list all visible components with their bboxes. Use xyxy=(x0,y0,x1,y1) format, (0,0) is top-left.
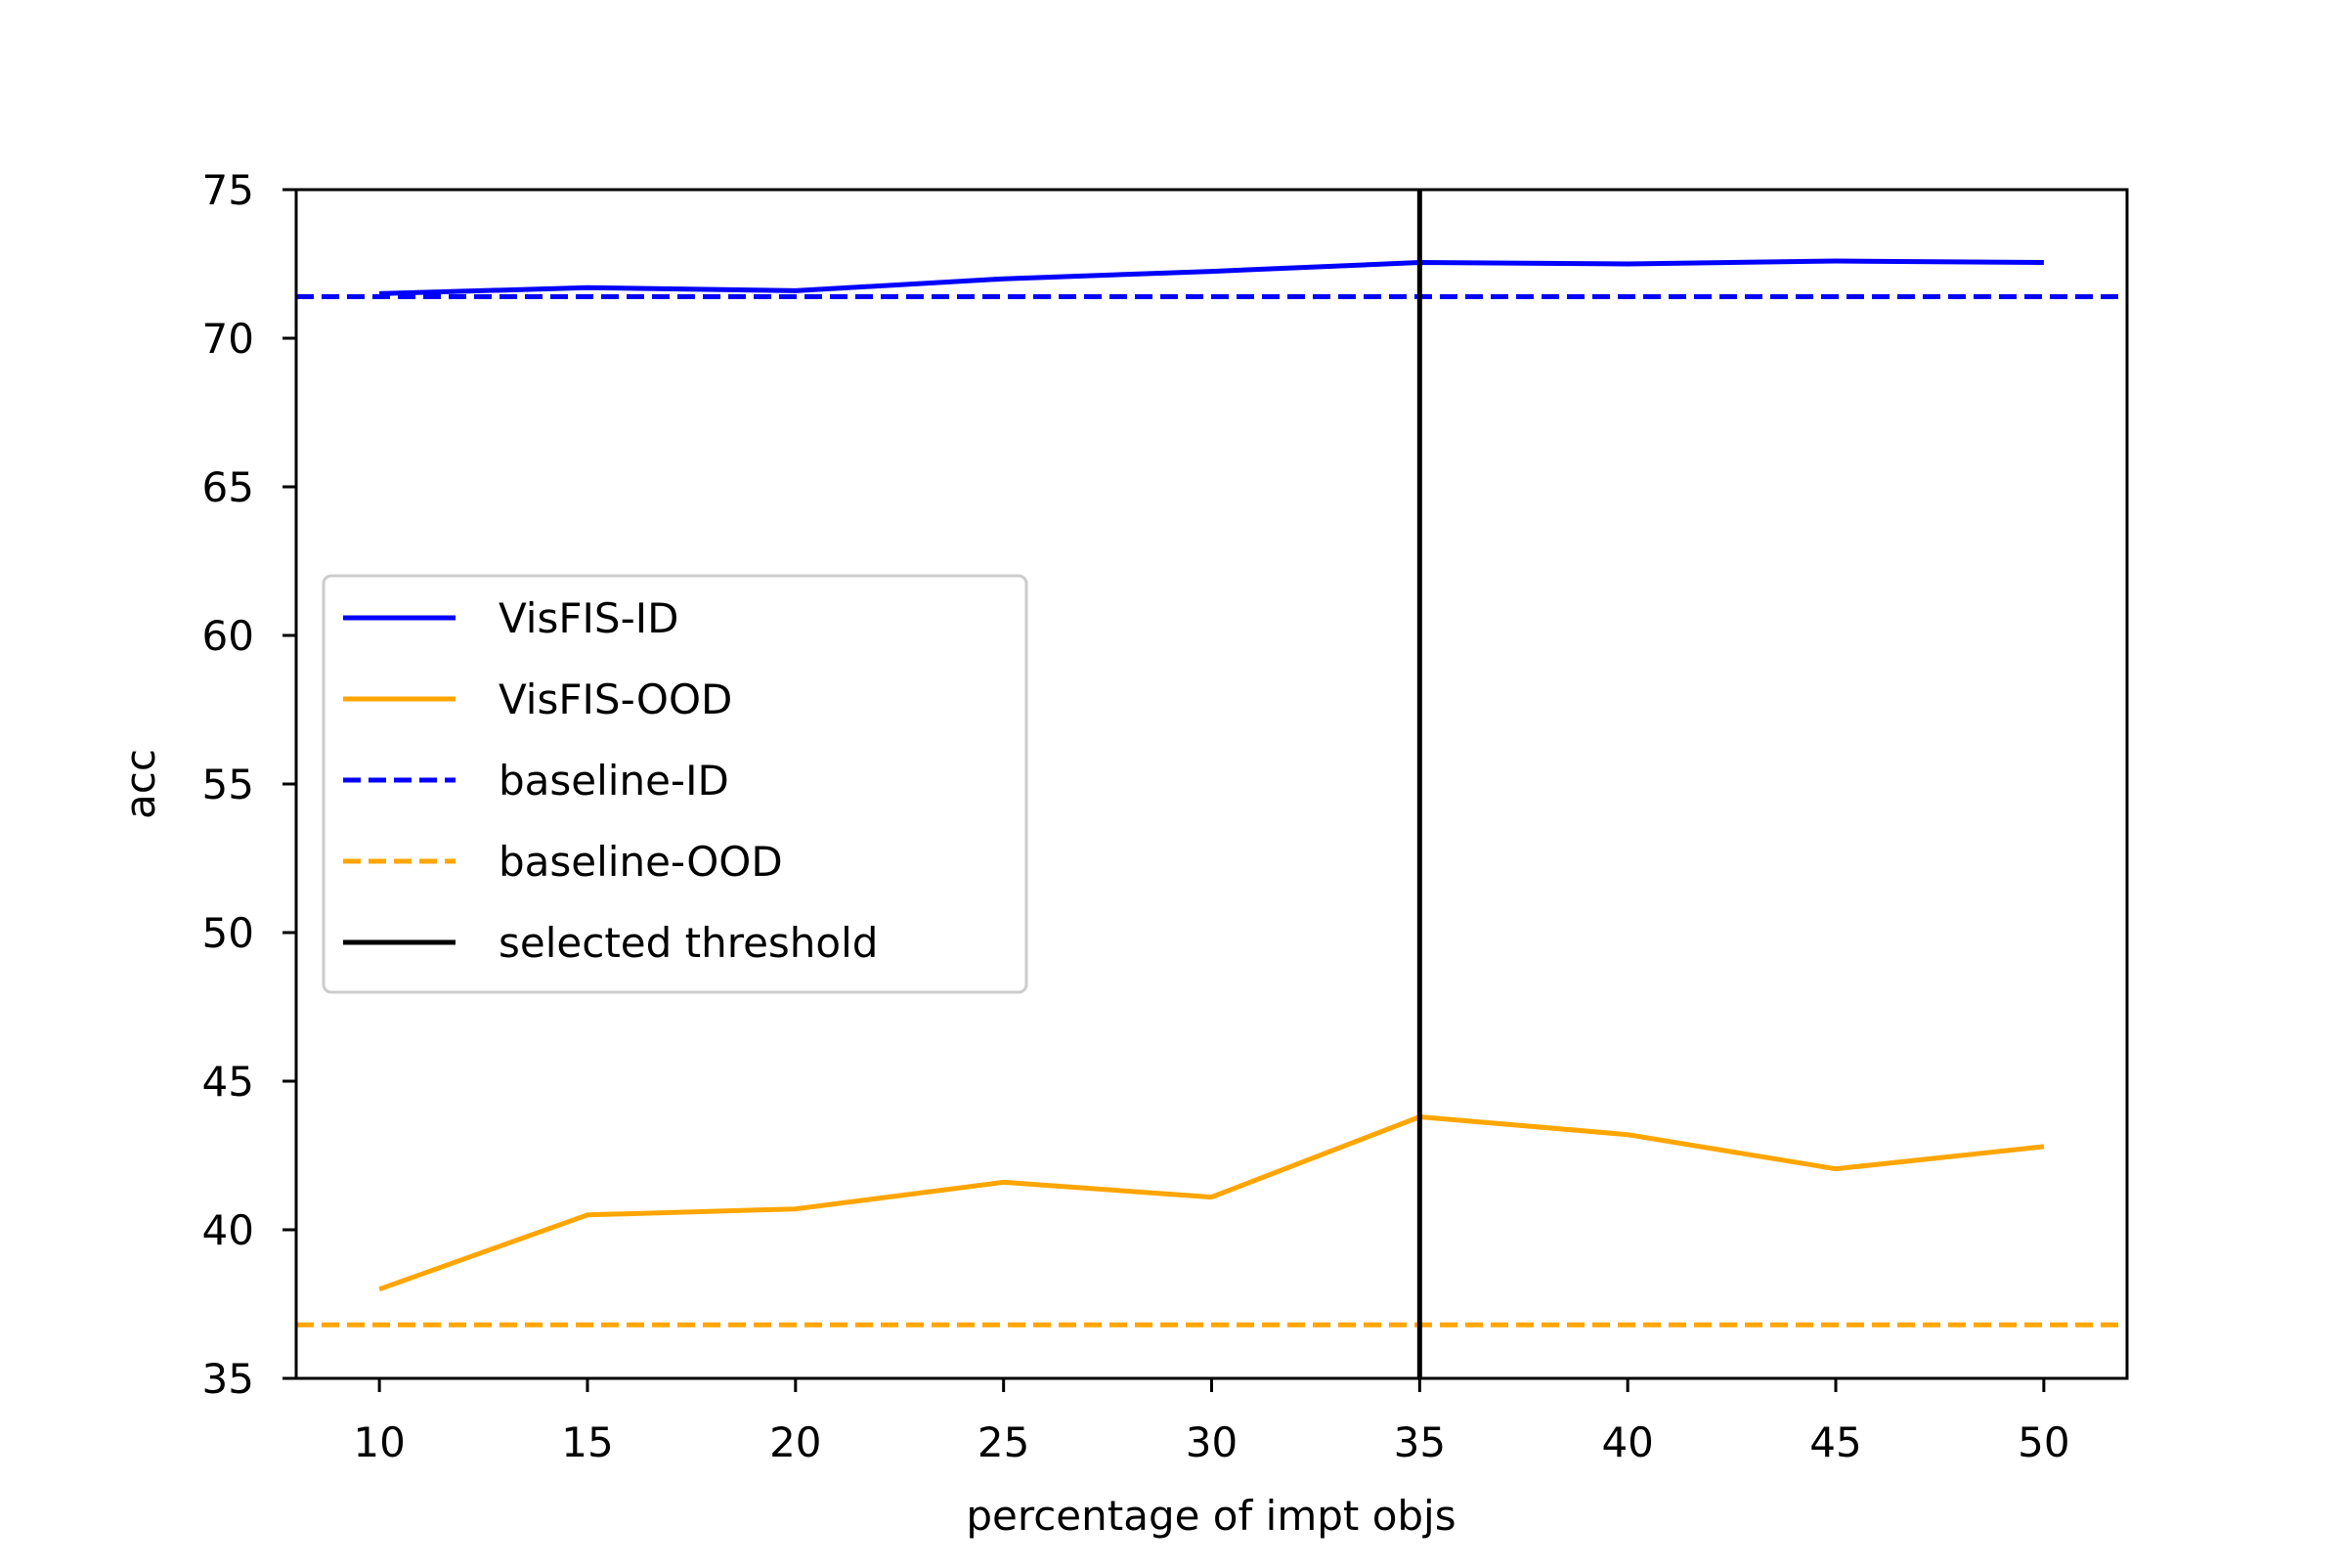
data-point-visfis-id-15 xyxy=(586,287,587,288)
y-tick-label: 55 xyxy=(202,761,254,808)
data-point-visfis-ood-30 xyxy=(1211,1197,1212,1198)
series-line-visfis-ood xyxy=(378,1114,2045,1292)
data-point-visfis-id-20 xyxy=(795,290,796,291)
data-point-visfis-id-50 xyxy=(2043,262,2044,263)
legend: VisFIS-ID VisFIS-OOD baseline-ID baseline-O… xyxy=(322,574,1028,994)
y-tick-label: 35 xyxy=(202,1355,254,1403)
data-point-visfis-ood-25 xyxy=(1003,1182,1004,1183)
x-axis-label: percentage of impt objs xyxy=(966,1492,1455,1540)
data-point-visfis-id-10 xyxy=(379,293,380,294)
y-axis-ticks: 35 40 45 50 55 60 65 70 75 xyxy=(202,166,296,1403)
x-tick-label: 15 xyxy=(561,1418,613,1466)
legend-frame xyxy=(322,574,1028,994)
y-tick-label: 65 xyxy=(202,463,254,511)
data-point-visfis-ood-10 xyxy=(379,1288,380,1289)
y-tick-label: 50 xyxy=(202,909,254,957)
x-tick-label: 25 xyxy=(978,1418,1029,1466)
legend-label-visfis-ood: VisFIS-OOD xyxy=(499,675,732,723)
x-tick-label: 35 xyxy=(1394,1418,1446,1466)
data-point-visfis-id-30 xyxy=(1211,271,1212,272)
x-tick-label: 50 xyxy=(2018,1418,2069,1466)
x-tick-label: 45 xyxy=(1809,1418,1861,1466)
plot-content xyxy=(296,190,2127,1378)
x-tick-label: 40 xyxy=(1601,1418,1653,1466)
y-tick-label: 60 xyxy=(202,612,254,660)
x-axis-ticks: 10 15 20 25 30 35 40 45 50 xyxy=(353,1378,2070,1466)
y-axis-label: acc xyxy=(116,749,164,819)
x-tick-label: 20 xyxy=(769,1418,821,1466)
data-point-visfis-id-45 xyxy=(1836,260,1837,261)
data-point-visfis-ood-40 xyxy=(1628,1134,1629,1135)
data-point-visfis-ood-20 xyxy=(795,1208,796,1209)
legend-label-selected-threshold: selected threshold xyxy=(499,919,878,967)
legend-label-baseline-ood: baseline-OOD xyxy=(499,838,783,886)
series-line-visfis-id xyxy=(379,258,2044,296)
data-point-visfis-ood-50 xyxy=(2043,1146,2044,1147)
y-tick-label: 70 xyxy=(202,315,254,363)
data-point-visfis-ood-45 xyxy=(1836,1168,1837,1169)
data-point-visfis-ood-15 xyxy=(586,1214,587,1215)
data-point-visfis-id-25 xyxy=(1003,279,1004,280)
data-point-visfis-id-40 xyxy=(1628,264,1629,265)
x-tick-label: 10 xyxy=(353,1418,405,1466)
y-tick-label: 75 xyxy=(202,166,254,214)
y-tick-label: 40 xyxy=(202,1206,254,1254)
legend-label-baseline-id: baseline-ID xyxy=(499,757,729,805)
x-tick-label: 30 xyxy=(1186,1418,1238,1466)
legend-label-visfis-id: VisFIS-ID xyxy=(499,594,678,642)
y-tick-label: 45 xyxy=(202,1058,254,1106)
